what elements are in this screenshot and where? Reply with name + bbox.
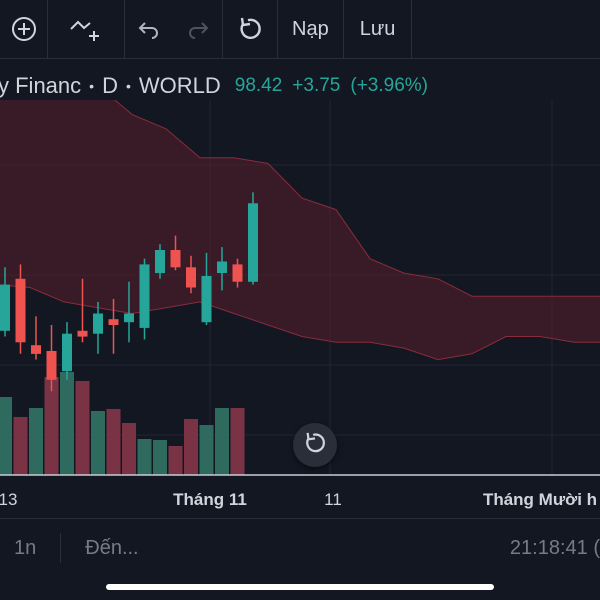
candle-body [108,319,119,325]
volume-bar [60,372,74,475]
volume-bars [0,372,245,475]
symbol-interval: D [102,73,118,98]
add-symbol-button[interactable] [0,0,48,58]
volume-bar [137,439,152,475]
candle [139,258,150,340]
volume-bar [0,397,12,475]
volume-bar [91,411,105,475]
candle-body [77,330,88,337]
volume-bar [215,408,229,475]
candle [232,258,243,288]
reset-button[interactable] [223,0,278,58]
candle [31,316,41,360]
candle [108,299,119,354]
time-tick-label: Tháng 11 [173,490,247,509]
redo-icon [186,19,210,39]
candle-body [15,278,26,343]
candle-body [62,333,72,372]
undo-button[interactable] [125,0,173,58]
volume-bar [44,377,59,475]
candlesticks [0,192,258,392]
indicators-icon [69,15,103,43]
symbol-name[interactable]: y Financ [0,73,82,98]
candle [46,325,57,392]
range-1n-button[interactable]: 1n [14,536,37,559]
top-toolbar: Nạp Lưu [0,0,600,59]
candle-body [170,250,181,268]
candle [186,255,196,294]
volume-bar [13,417,28,475]
candle-body [232,264,243,282]
candle-body [201,276,212,323]
undo-icon [137,19,161,39]
candle [0,267,10,337]
reload-icon [303,431,327,460]
candle [248,192,258,285]
volume-bar [184,419,198,475]
candle-body [217,261,227,273]
clock: 21:18:41 ( [509,536,600,559]
candle-body [248,203,258,282]
symbol-legend: y Financ • D • WORLD 98.42 +3.75 (+3.96%… [0,72,428,100]
candle-body [31,345,41,354]
candle-body [139,264,150,328]
candle [124,281,134,343]
cloud-area [0,100,600,361]
candle [155,244,165,279]
candle [15,264,26,354]
price-change-percent: (+3.96%) [350,75,428,96]
save-button[interactable]: Lưu [344,0,413,58]
candle-body [155,250,165,274]
candle [217,247,227,291]
goto-date-button[interactable]: Đến... [85,536,139,559]
volume-bar [106,409,121,475]
candle-body [124,313,134,323]
time-tick-label: 13 [0,490,17,509]
volume-bar [230,408,245,475]
candle-body [186,267,196,288]
time-axis: 13 Tháng 11 11 Tháng Mười h [0,490,597,509]
candle-body [0,284,10,331]
plus-circle-icon [11,16,37,42]
volume-bar [153,440,167,475]
reload-icon [237,16,263,42]
volume-bar [75,381,90,475]
divider [60,533,62,563]
bottom-toolbar: 1n Đến... 21:18:41 ( [0,518,600,577]
time-tick-label: 11 [324,490,342,509]
time-tick-label: Tháng Mười h [483,490,597,509]
legend-separator: • [125,78,131,94]
legend-separator: • [89,78,95,94]
symbol-exchange: WORLD [138,73,221,98]
candle [170,235,181,271]
redo-button[interactable] [173,0,223,58]
volume-bar [29,408,43,475]
volume-bar [199,425,214,475]
candle [62,322,72,380]
indicators-button[interactable] [48,0,125,58]
reset-chart-button[interactable] [293,423,337,467]
volume-bar [168,446,183,475]
candle [93,301,103,354]
candle [77,278,88,343]
price-change: +3.75 [292,75,341,96]
candle-body [46,351,57,380]
candle [201,252,212,325]
ichimoku-cloud [0,100,600,361]
price-chart[interactable]: 13 Tháng 11 11 Tháng Mười h [0,100,600,518]
candle-body [93,313,103,334]
home-indicator [106,584,494,590]
last-price: 98.42 [234,75,283,96]
volume-bar [122,423,136,475]
load-button[interactable]: Nạp [278,0,344,58]
